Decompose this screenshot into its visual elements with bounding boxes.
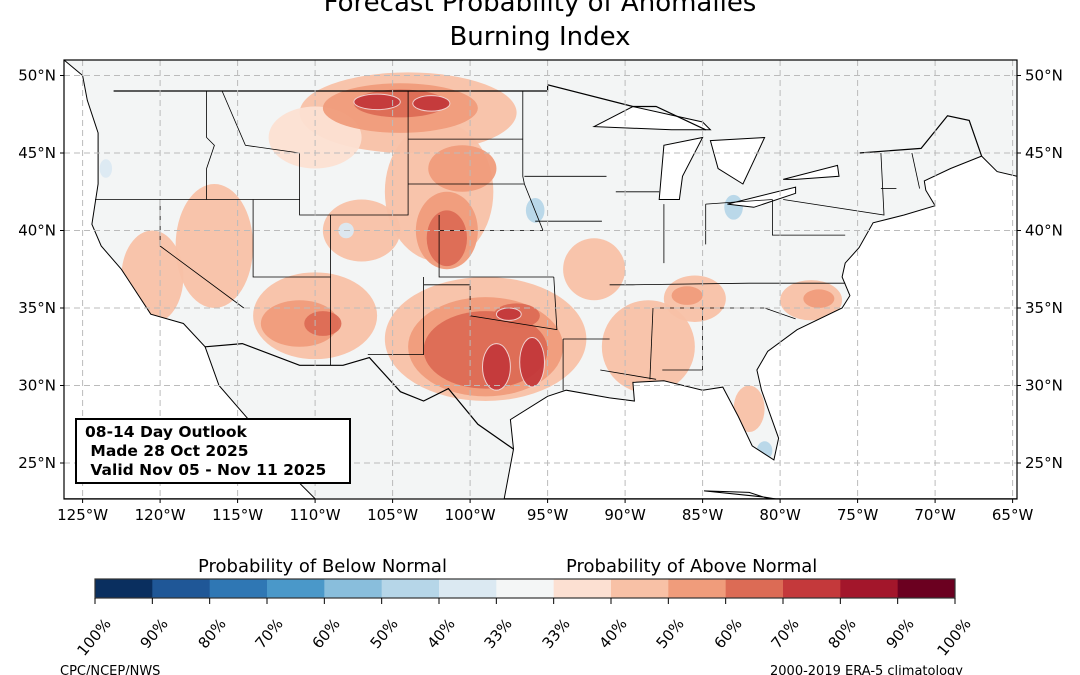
state-border [206,91,215,200]
lake-superior [592,105,712,131]
colorbar-cell-3 [267,579,325,598]
probability-contour [175,184,254,308]
lake-huron [709,136,766,185]
state-border [438,230,554,278]
colorbar-frame [94,578,956,599]
lat-label-30°N: 30°N [1025,377,1063,395]
country-border [205,342,514,450]
lat-label-35°N: 35°N [18,299,56,317]
probability-contour [803,289,835,309]
lon-label-110°W: 110°W [290,506,341,524]
state-border [772,199,846,236]
lat-label-35°N: 35°N [1025,299,1063,317]
state-border [705,199,773,205]
lon-label-100°W: 100°W [445,506,496,524]
probability-contour [412,95,451,112]
probability-contour [353,93,401,111]
probability-contour [671,286,703,305]
lat-label-45°N: 45°N [18,144,56,162]
valid-dates: Valid Nov 05 - Nov 11 2025 [85,461,327,479]
colorbar-cell-13 [840,579,899,598]
map-frame [63,59,1018,500]
probability-contour [733,385,765,432]
lat-label-25°N: 25°N [1025,454,1063,472]
state-border [609,282,846,286]
cuba [704,490,780,499]
title-line-2: Burning Index [449,22,631,52]
probability-contour [495,307,522,321]
lake-michigan [658,136,704,200]
colorbar-cell-12 [783,579,841,598]
colorbar-cell-14 [897,579,956,598]
footer-source: CPC/NCEP/NWS [60,664,161,675]
outlook-period: 08-14 Day Outlook [85,423,247,441]
lon-label-80°W: 80°W [759,506,801,524]
lon-label-85°W: 85°W [682,506,724,524]
outlook-info-box: 08-14 Day Outlook Made 28 Oct 2025 Valid… [75,418,351,484]
state-border [911,152,920,189]
probability-contour [563,238,626,301]
lon-label-65°W: 65°W [992,506,1034,524]
lon-label-115°W: 115°W [212,506,263,524]
footer-climatology: 2000-2019 ERA-5 climatology [770,664,963,675]
lon-label-70°W: 70°W [914,506,956,524]
title-line-1: Forecast Probability of Anomalies [323,0,757,18]
probability-contour [724,194,743,220]
lon-label-120°W: 120°W [135,506,186,524]
colorbar-cell-9 [611,579,669,598]
lat-label-50°N: 50°N [18,67,56,85]
lon-label-75°W: 75°W [837,506,879,524]
country-border [859,115,983,157]
colorbar-above-title: Probability of Above Normal [566,556,818,577]
colorbar-cell-2 [209,579,268,598]
probability-contour [519,336,545,388]
made-date: Made 28 Oct 2025 [85,442,249,460]
colorbar-cell-11 [725,579,784,598]
probability-contour [426,210,467,267]
state-border [783,152,885,216]
lat-label-40°N: 40°N [1025,222,1063,240]
lat-label-50°N: 50°N [1025,67,1063,85]
probability-contour [304,311,342,336]
lat-label-30°N: 30°N [18,377,56,395]
colorbar-cell-10 [668,579,727,598]
probability-contour [99,159,113,178]
lon-label-105°W: 105°W [367,506,418,524]
lat-label-40°N: 40°N [18,222,56,240]
lon-label-95°W: 95°W [527,506,569,524]
colorbar-cell-6 [439,579,497,598]
colorbar-cell-8 [553,579,612,598]
atlantic-gulf-ocean [503,155,1017,499]
lake-ontario [783,164,840,180]
state-border [522,91,544,231]
colorbar-cell-1 [152,579,211,598]
colorbar-cell-4 [324,579,383,598]
state-border [367,277,425,355]
colorbar-cell-0 [95,579,153,598]
colorbar-below-title: Probability of Below Normal [198,556,447,577]
probability-contour [428,145,497,192]
lon-label-90°W: 90°W [604,506,646,524]
state-border [600,369,657,380]
lon-label-125°W: 125°W [57,506,108,524]
state-border [221,90,300,154]
state-border [649,307,654,380]
probability-contour [482,343,511,391]
country-border [113,84,706,131]
probability-contour [423,311,548,389]
colorbar-cell-7 [496,579,555,598]
lake-erie [727,186,797,208]
colorbar-cell-5 [381,579,440,598]
lat-label-25°N: 25°N [18,454,56,472]
state-border [252,199,331,278]
lat-label-45°N: 45°N [1025,144,1063,162]
